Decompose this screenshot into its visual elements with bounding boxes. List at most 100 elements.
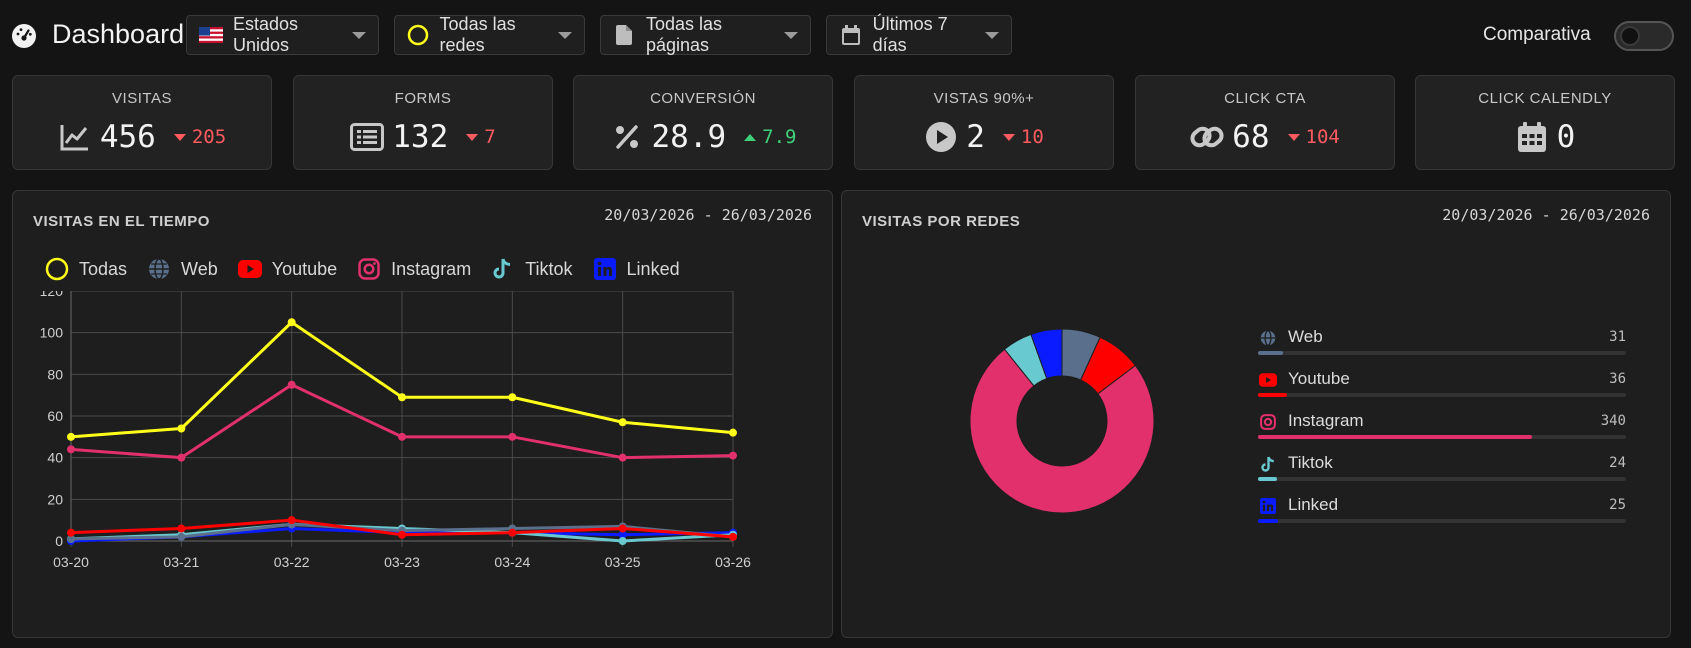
- kpi-value: 0: [1556, 119, 1576, 155]
- data-point-todas: [729, 428, 737, 437]
- kpi-value: 132: [392, 119, 449, 155]
- chevron-down-icon: [558, 31, 572, 39]
- legend-item-tiktok[interactable]: Tiktok: [491, 257, 573, 281]
- network-bar-fill: [1258, 519, 1279, 523]
- data-point-linked: [618, 530, 627, 539]
- kpi-label: CLICK CALENDLY: [1478, 90, 1612, 107]
- network-bar-fill: [1258, 477, 1278, 481]
- kpi-value: 456: [99, 119, 156, 155]
- panel-title: VISITAS POR REDES: [862, 213, 1021, 230]
- legend-item-web[interactable]: Web: [147, 257, 218, 281]
- data-point-todas: [287, 318, 296, 327]
- us-flag-icon: [199, 23, 223, 47]
- panel-title: VISITAS EN EL TIEMPO: [33, 213, 210, 230]
- x-tick-label: 03-21: [163, 554, 199, 570]
- tiktok-icon: [491, 257, 515, 281]
- network-row-web[interactable]: Web 31: [1258, 326, 1626, 368]
- kpi-label: VISITAS: [112, 90, 172, 107]
- caret-down-icon: [173, 133, 186, 141]
- legend-label: Tiktok: [525, 258, 573, 279]
- kpi-label: VISTAS 90%+: [933, 90, 1035, 107]
- network-row-linked[interactable]: Linked 25: [1258, 494, 1626, 536]
- data-point-instagram: [177, 453, 186, 462]
- data-point-todas: [177, 424, 186, 433]
- network-filter-label: Todas las redes: [439, 14, 516, 55]
- linkedin-icon: [1258, 496, 1278, 516]
- y-tick-label: 80: [47, 366, 63, 382]
- y-tick-label: 0: [55, 533, 63, 549]
- percent-icon: [610, 120, 644, 154]
- page-title: Dashboard: [52, 19, 185, 49]
- dashboard-gauge-icon: [12, 24, 36, 48]
- kpi-delta: 10: [1002, 126, 1044, 148]
- kpi-label: CLICK CTA: [1224, 90, 1306, 107]
- legend-label: Web: [181, 258, 218, 279]
- caret-down-icon: [1287, 133, 1300, 141]
- network-name: Web: [1288, 327, 1323, 346]
- kpi-card-vistas-90: VISTAS 90%+ 2 10: [854, 75, 1114, 170]
- legend-label: Instagram: [391, 258, 472, 279]
- data-point-instagram: [67, 445, 75, 454]
- network-row-youtube[interactable]: Youtube 36: [1258, 368, 1626, 410]
- legend-item-instagram[interactable]: Instagram: [357, 257, 471, 281]
- country-filter-label: Estados Unidos: [233, 14, 299, 55]
- country-filter[interactable]: Estados Unidos: [186, 14, 379, 55]
- kpi-card-forms: FORMS 132 7: [293, 75, 553, 170]
- globe-icon: [147, 257, 171, 281]
- link-icon: [1190, 120, 1224, 154]
- period-filter-label: Últimos 7 días: [872, 14, 948, 55]
- x-tick-label: 03-25: [605, 554, 641, 570]
- date-range: 20/03/2026 - 26/03/2026: [604, 206, 812, 224]
- data-point-web: [177, 532, 186, 541]
- network-row-instagram[interactable]: Instagram 340: [1258, 410, 1626, 452]
- visits-donut-chart: [969, 328, 1155, 514]
- data-point-todas: [398, 393, 406, 402]
- kpi-value: 28.9: [651, 119, 727, 155]
- chevron-down-icon: [352, 31, 366, 39]
- caret-down-icon: [1002, 133, 1015, 141]
- network-bar-fill: [1258, 435, 1533, 439]
- header: Dashboard Estados Unidos Todas las redes…: [0, 0, 1691, 70]
- kpi-card-click-cta: CLICK CTA 68 104: [1135, 75, 1395, 170]
- legend-item-linked[interactable]: Linked: [593, 257, 680, 281]
- pages-filter-label: Todas las páginas: [645, 14, 723, 55]
- visits-line-chart: 0 20 40 60 80 100 120 03-20 03-21 03-22 03-23 03-24…: [40, 291, 751, 570]
- pages-filter[interactable]: Todas las páginas: [600, 14, 811, 55]
- data-point-todas: [67, 432, 75, 441]
- kpi-card-visitas: VISITAS 456 205: [12, 75, 272, 170]
- x-tick-label: 03-24: [494, 554, 530, 570]
- kpi-delta: 7.9: [744, 126, 796, 148]
- list-icon: [350, 120, 385, 154]
- network-list: Web 31 Youtube 36 Instagram 340 Tiktok 2…: [1258, 326, 1626, 536]
- network-row-tiktok[interactable]: Tiktok 24: [1258, 452, 1626, 494]
- chevron-down-icon: [784, 31, 798, 39]
- file-icon: [613, 23, 636, 47]
- y-tick-label: 60: [47, 408, 63, 424]
- data-point-youtube: [729, 532, 737, 541]
- network-bar-track: [1258, 351, 1626, 355]
- youtube-icon: [1258, 370, 1278, 390]
- data-point-youtube: [618, 524, 627, 533]
- network-name: Tiktok: [1288, 453, 1333, 472]
- legend-item-youtube[interactable]: Youtube: [237, 257, 338, 281]
- network-bar-track: [1258, 393, 1626, 397]
- legend-label: Youtube: [271, 258, 338, 279]
- data-point-youtube: [287, 516, 296, 525]
- network-value: 36: [1609, 371, 1626, 387]
- legend-item-todas[interactable]: Todas: [45, 257, 127, 281]
- visits-over-time-panel: VISITAS EN EL TIEMPO 20/03/2026 - 26/03/…: [12, 190, 833, 638]
- network-filter[interactable]: Todas las redes: [394, 14, 585, 55]
- youtube-icon: [237, 257, 262, 281]
- compare-toggle[interactable]: [1614, 21, 1674, 51]
- legend-label: Todas: [79, 258, 128, 279]
- data-point-instagram: [618, 453, 627, 462]
- linkedin-icon: [593, 257, 617, 281]
- y-tick-label: 20: [47, 491, 63, 507]
- kpi-delta: 104: [1287, 126, 1340, 148]
- caret-down-icon: [466, 133, 479, 141]
- instagram-icon: [1258, 412, 1278, 432]
- period-filter[interactable]: Últimos 7 días: [826, 14, 1012, 55]
- date-range: 20/03/2026 - 26/03/2026: [1442, 206, 1650, 224]
- chart-legend: Todas Web Youtube Instagram Tiktok Linke…: [45, 257, 700, 281]
- instagram-icon: [357, 257, 381, 281]
